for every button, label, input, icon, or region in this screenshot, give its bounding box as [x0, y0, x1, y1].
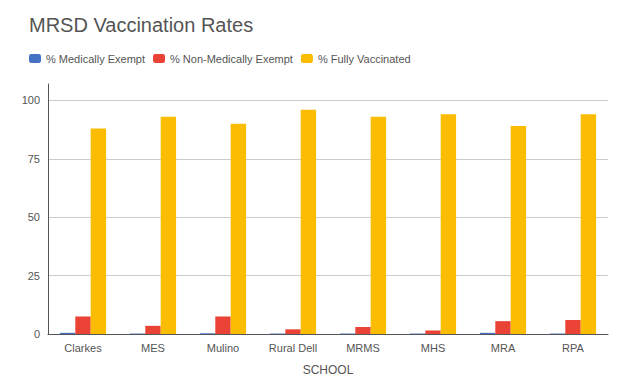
svg-text:Mulino: Mulino	[207, 342, 239, 354]
svg-text:50: 50	[28, 211, 40, 223]
svg-text:100: 100	[22, 94, 40, 106]
svg-text:MHS: MHS	[421, 342, 445, 354]
svg-text:75: 75	[28, 153, 40, 165]
svg-text:MES: MES	[141, 342, 165, 354]
svg-text:Rural Dell: Rural Dell	[269, 342, 317, 354]
svg-text:% Fully Vaccinated: % Fully Vaccinated	[318, 53, 411, 65]
svg-text:SCHOOL: SCHOOL	[303, 363, 354, 377]
svg-text:MRMS: MRMS	[346, 342, 380, 354]
svg-text:RPA: RPA	[562, 342, 584, 354]
svg-text:Clarkes: Clarkes	[64, 342, 102, 354]
svg-text:MRSD Vaccination Rates: MRSD Vaccination Rates	[29, 14, 253, 36]
svg-text:MRA: MRA	[491, 342, 516, 354]
svg-text:0: 0	[34, 328, 40, 340]
svg-text:% Medically Exempt: % Medically Exempt	[46, 53, 145, 65]
svg-text:% Non-Medically Exempt: % Non-Medically Exempt	[170, 53, 293, 65]
svg-text:25: 25	[28, 270, 40, 282]
